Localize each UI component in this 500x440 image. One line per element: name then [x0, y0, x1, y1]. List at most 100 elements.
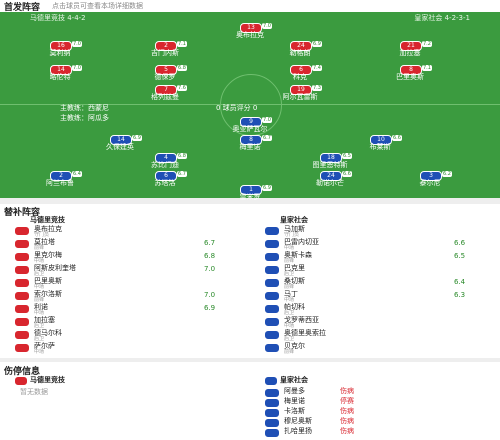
sub-rating: 6.8 — [204, 252, 216, 260]
jersey: 5 — [155, 65, 177, 75]
sub-pos: 守门员 — [284, 232, 300, 238]
jersey: 7 — [155, 85, 177, 95]
sub-rating: 6.3 — [454, 291, 466, 299]
player-name: 苏塔洛 — [154, 179, 176, 187]
sub-badge — [14, 239, 30, 249]
jersey: 1 — [240, 185, 262, 195]
player-name: 德保罗 — [154, 73, 176, 81]
rating: 7.0 — [262, 117, 272, 123]
sub-pos: 前锋 — [34, 245, 45, 251]
sub-badge — [264, 239, 280, 249]
sub-name: 奥德里奥索拉 — [284, 329, 326, 337]
sub-rating: 6.4 — [454, 278, 466, 286]
player-name: 巴里奥斯 — [396, 73, 424, 81]
jersey: 6 — [290, 65, 312, 75]
rating: 6.8 — [177, 153, 187, 159]
rating: 7.3 — [312, 85, 322, 91]
sub-name: 贝克尔 — [284, 342, 305, 350]
sub-badge — [14, 265, 30, 275]
rating: 6.7 — [177, 171, 187, 177]
player-name: 勒格朗 — [289, 49, 311, 57]
rating: 6.5 — [342, 153, 352, 159]
inj-name: 梅里诺 — [284, 397, 305, 405]
sub-badge — [264, 330, 280, 340]
rating: 6.6 — [342, 171, 352, 177]
sub-name: 阿斯皮利奎塔 — [34, 264, 76, 272]
player-name: 图里恩特斯 — [312, 161, 348, 169]
player-name: 格列兹曼 — [151, 93, 179, 101]
sub-badge — [14, 343, 30, 353]
sub-pos: 中场 — [34, 258, 45, 264]
inj-name: 阿曼多 — [284, 387, 305, 395]
sub-badge — [264, 278, 280, 288]
inj-empty: 暂无数据 — [20, 388, 48, 396]
player-name: 阿尔瓦雷斯 — [282, 93, 318, 101]
jersey: 19 — [290, 85, 312, 95]
inj-status: 伤病 — [340, 387, 354, 395]
inj-status: 伤病 — [340, 427, 354, 435]
player-name: 苏比门迪 — [151, 161, 179, 169]
sub-name: 德马尔科 — [34, 329, 62, 337]
inj-name: 穆尼奥斯 — [284, 417, 312, 425]
sub-name: 加拉塞 — [34, 316, 55, 324]
sub-pos: 后卫 — [34, 323, 45, 329]
rating: 7.1 — [177, 41, 187, 47]
rating: 6.8 — [177, 65, 187, 71]
rating: 7.0 — [72, 41, 82, 47]
rating: 7.0 — [72, 65, 82, 71]
jersey: 13 — [240, 23, 262, 33]
sub-pos: 中场 — [284, 297, 295, 303]
player-name: 奥布拉克 — [236, 31, 264, 39]
rating: 6.2 — [442, 171, 452, 177]
player-name: 奥亚萨瓦尔 — [232, 125, 268, 133]
sub-pos: 中场 — [34, 310, 45, 316]
sub-badge — [14, 226, 30, 236]
sub-name: 戈罗蒂西亚 — [284, 316, 319, 324]
subtitle: 点击球员可查看本场详细数据 — [52, 2, 143, 10]
inj-badge — [264, 408, 280, 418]
away-label: 皇家社会 4-2-3-1 — [414, 14, 470, 22]
sub-name: 巴克里 — [284, 264, 305, 272]
sub-pos: 前锋 — [284, 349, 295, 355]
sub-badge — [14, 304, 30, 314]
jersey: 2 — [50, 171, 72, 181]
inj-badge — [264, 428, 280, 438]
player-name: 泰尔尼 — [419, 179, 441, 187]
sub-pos: 中场 — [284, 245, 295, 251]
sub-name: 奥斯卡森 — [284, 251, 312, 259]
sub-name: 帕切科 — [284, 303, 305, 311]
sub-name: 桑切斯 — [284, 277, 305, 285]
badge — [264, 376, 278, 386]
player-name: 科克 — [293, 73, 307, 81]
sub-badge — [264, 291, 280, 301]
sub-name: 马丁 — [284, 290, 298, 298]
jersey: 8 — [400, 65, 422, 75]
divider — [0, 358, 500, 362]
center-info: 0 球员评分 0 — [216, 104, 258, 112]
inj-status: 伤病 — [340, 407, 354, 415]
player-name: 梅里诺 — [239, 143, 261, 151]
jersey: 21 — [400, 41, 422, 51]
player-name: 雷米罗 — [239, 193, 261, 201]
jersey: 3 — [420, 171, 442, 181]
sub-badge — [14, 330, 30, 340]
sub-rating: 6.5 — [454, 252, 466, 260]
jersey: 6 — [155, 171, 177, 181]
sub-pos: 前锋 — [284, 258, 295, 264]
jersey: 24 — [290, 41, 312, 51]
jersey: 8 — [240, 135, 262, 145]
inj-badge — [264, 388, 280, 398]
subs-away-team: 皇家社会 — [280, 216, 308, 224]
injuries-title: 伤停信息 — [4, 367, 41, 377]
sub-name: 巴雷内切亚 — [284, 238, 319, 246]
jersey: 9 — [240, 117, 262, 127]
sub-badge — [264, 317, 280, 327]
jersey: 2 — [155, 41, 177, 51]
rating: 6.7 — [262, 135, 272, 141]
sub-name: 萨尔萨 — [34, 342, 55, 350]
rating: 6.4 — [72, 171, 82, 177]
sub-name: 利诺 — [34, 303, 48, 311]
rating: 6.9 — [132, 135, 142, 141]
home-coach: 主教练：西蒙尼 — [60, 104, 109, 112]
sub-badge — [14, 278, 30, 288]
